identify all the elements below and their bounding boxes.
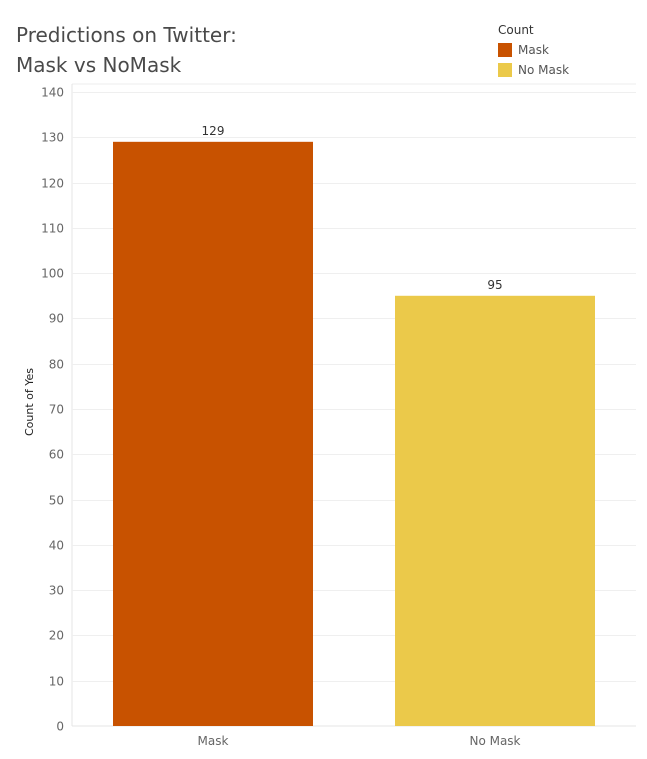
legend-title: Count [498, 23, 534, 37]
y-axis: 0 10 20 30 40 50 60 70 80 90 100 110 120 130 140 [41, 86, 64, 734]
y-tick-label: 140 [41, 86, 64, 100]
x-tick-label: Mask [198, 734, 229, 748]
legend-swatch-mask [498, 43, 512, 57]
bars: 129 95 [113, 124, 595, 727]
chart-title: Predictions on Twitter: Mask vs NoMask [16, 20, 316, 80]
legend-item-no-mask[interactable]: No Mask [498, 60, 569, 80]
bar-data-label: 129 [202, 124, 225, 138]
y-tick-label: 100 [41, 267, 64, 281]
y-tick-label: 10 [49, 675, 64, 689]
bar-data-label: 95 [487, 278, 502, 292]
legend-label-no-mask: No Mask [518, 63, 570, 77]
y-tick-label: 90 [49, 312, 64, 326]
chart-title-line-1: Predictions on Twitter: [16, 23, 237, 47]
legend-label-mask: Mask [518, 43, 549, 57]
legend-item-mask[interactable]: Mask [498, 40, 569, 60]
y-tick-label: 120 [41, 177, 64, 191]
y-tick-label: 60 [49, 448, 64, 462]
y-tick-label: 70 [49, 403, 64, 417]
x-axis: Mask No Mask [198, 734, 521, 748]
y-tick-label: 40 [49, 539, 64, 553]
y-tick-label: 30 [49, 584, 64, 598]
legend-swatch-no-mask [498, 63, 512, 77]
y-tick-label: 110 [41, 222, 64, 236]
y-axis-label: Count of Yes [23, 368, 36, 436]
bar[interactable] [395, 295, 595, 726]
y-tick-label: 50 [49, 494, 64, 508]
y-tick-label: 0 [56, 720, 64, 734]
chart-title-line-2: Mask vs NoMask [16, 53, 182, 77]
y-tick-label: 20 [49, 629, 64, 643]
bar[interactable] [113, 141, 313, 727]
legend: Count Mask No Mask [498, 23, 569, 80]
y-tick-label: 80 [49, 358, 64, 372]
x-tick-label: No Mask [469, 734, 520, 748]
y-tick-label: 130 [41, 131, 64, 145]
